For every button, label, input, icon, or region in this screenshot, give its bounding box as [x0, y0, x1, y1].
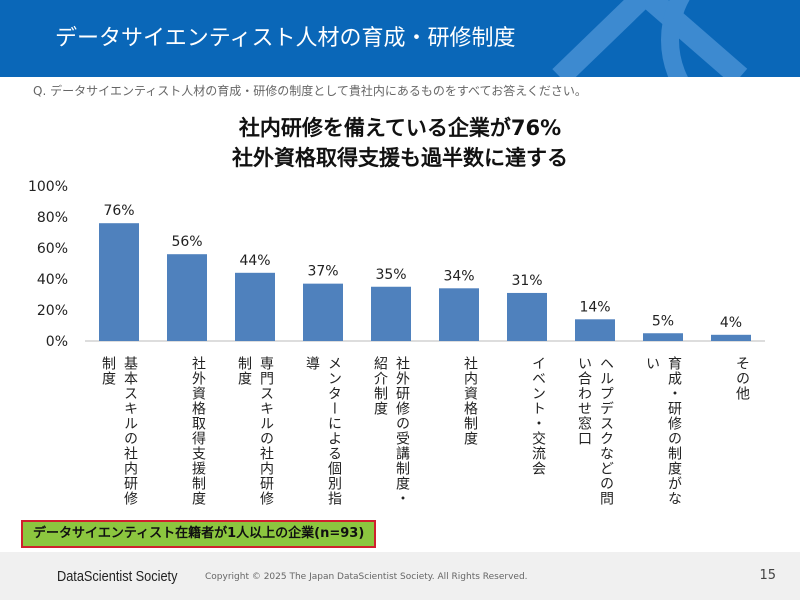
footer: DataScientist Society Copyright © 2025 T… [0, 552, 800, 600]
x-category-label: 社内資格制度 [462, 356, 478, 446]
bar [643, 333, 683, 341]
data-label: 14% [579, 299, 610, 315]
y-tick-label: 0% [46, 334, 68, 350]
y-tick-label: 20% [37, 303, 68, 319]
data-label: 35% [375, 267, 406, 283]
slide-header: データサイエンティスト人材の育成・研修制度 [0, 0, 800, 77]
x-category-label: 育成・研修の制度がない [644, 356, 682, 506]
y-tick-label: 100% [28, 179, 68, 195]
survey-question: Q. データサイエンティスト人材の育成・研修の制度として貴社内にあるものをすべて… [33, 84, 587, 98]
x-category-label: 専門スキルの社内研修制度 [236, 356, 274, 506]
sample-note: データサイエンティスト在籍者が1人以上の企業(n=93) [21, 520, 377, 548]
x-category-label: その他 [734, 356, 750, 401]
y-tick-label: 60% [37, 241, 68, 257]
data-label: 5% [652, 313, 674, 329]
slide-title: データサイエンティスト人材の育成・研修制度 [55, 26, 516, 51]
x-category-label: 基本スキルの社内研修制度 [100, 356, 138, 506]
headline-line-2: 社外資格取得支援も過半数に達する [232, 146, 568, 170]
x-category-label: 社外資格取得支援制度 [190, 356, 206, 506]
data-label: 56% [171, 234, 202, 250]
x-category-label: ヘルプデスクなどの問い合わせ窓口 [576, 356, 614, 506]
headline-line-1: 社内研修を備えている企業が76% [238, 116, 562, 140]
page-number: 15 [759, 568, 776, 583]
bar [235, 272, 275, 341]
data-label: 44% [239, 253, 270, 269]
copyright: Copyright © 2025 The Japan DataScientist… [205, 572, 528, 582]
bar [575, 319, 615, 341]
x-category-label: イベント・交流会 [530, 356, 546, 476]
data-label: 31% [511, 273, 542, 289]
bar [167, 254, 207, 341]
bar [507, 292, 547, 341]
data-label: 34% [443, 268, 474, 284]
bar [439, 288, 479, 341]
x-category-label: メンターによる個別指導 [304, 356, 342, 506]
brand-logo-text: DataScientist Society [57, 568, 178, 585]
y-tick-label: 80% [37, 210, 68, 226]
data-label: 37% [307, 264, 338, 280]
x-category-label: 社外研修の受講制度・紹介制度 [372, 356, 410, 506]
bar [711, 334, 751, 341]
decorative-logo-mark [552, 0, 748, 77]
bar [371, 286, 411, 341]
y-tick-label: 40% [37, 272, 68, 288]
bar [99, 223, 139, 341]
data-label: 4% [720, 315, 742, 331]
bar-chart: 0% 20% 40% 60% 80% 100% 76% 56% 44% 37% 35% 34% 31% 1… [28, 179, 765, 350]
bar [303, 283, 343, 341]
data-label: 76% [103, 203, 134, 219]
